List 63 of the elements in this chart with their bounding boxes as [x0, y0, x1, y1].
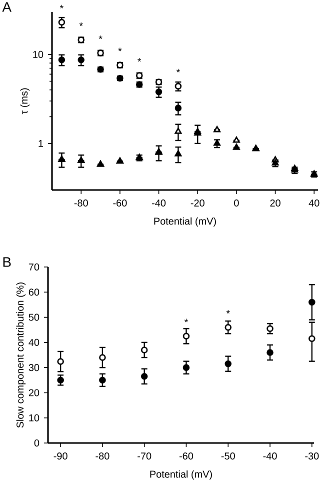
point	[57, 376, 64, 384]
x-axis-title: Potential (mV)	[154, 217, 216, 227]
point	[58, 18, 66, 26]
x-tick-label: -20	[190, 199, 204, 207]
annotation: *	[176, 68, 180, 72]
y-tick-label: 50	[28, 314, 40, 321]
y-axis-title: τ (ms)	[20, 88, 30, 114]
point	[57, 358, 64, 365]
y-tick-label: 40	[28, 338, 40, 346]
x-tick-label: -80	[74, 199, 88, 207]
point	[78, 56, 85, 64]
x-axis-title: Potential (mV)	[150, 470, 212, 480]
point	[266, 349, 274, 356]
x-tick-label: -50	[221, 452, 235, 460]
point	[308, 298, 316, 306]
point	[272, 159, 279, 166]
y-tick-label: 60	[28, 288, 40, 296]
annotation: *	[184, 318, 188, 322]
x-tick-label: -90	[54, 452, 68, 460]
y-tick-label: 20	[28, 389, 40, 396]
point	[174, 128, 182, 134]
point	[174, 150, 182, 156]
point	[140, 372, 148, 380]
point	[224, 324, 232, 331]
point	[182, 332, 190, 340]
x-tick-label: -80	[96, 452, 110, 460]
point	[214, 140, 220, 146]
point	[99, 376, 106, 384]
chart-title: A	[2, 2, 12, 12]
x-tick-label: -70	[138, 452, 152, 460]
y-tick-label: 0	[34, 439, 40, 447]
y-tick-label: 70	[28, 263, 40, 271]
point	[140, 346, 148, 354]
point	[214, 126, 220, 132]
y-tick-label: 10	[33, 50, 44, 58]
y-tick-label: 30	[28, 364, 40, 372]
x-tick-label: -30	[305, 452, 319, 460]
point	[224, 360, 232, 368]
x-tick-label: -40	[263, 452, 277, 460]
point	[232, 144, 240, 150]
point	[99, 354, 106, 361]
point	[174, 104, 182, 112]
y-axis-title: Slow component contribution (%)	[16, 282, 26, 428]
x-tick-label: 40	[308, 199, 320, 207]
annotation: *	[98, 36, 102, 40]
x-tick-label: 0	[234, 199, 239, 207]
point	[182, 364, 190, 371]
annotation: *	[226, 310, 230, 314]
chart-title: B	[3, 257, 11, 267]
y-tick-label: 1	[38, 140, 44, 147]
y-tick-label: 10	[29, 414, 40, 422]
annotation: *	[79, 22, 83, 26]
point	[58, 56, 66, 64]
point	[266, 325, 274, 332]
annotation: *	[60, 4, 64, 8]
point	[308, 335, 316, 342]
x-tick-label: -60	[113, 199, 127, 207]
annotation: *	[138, 58, 142, 62]
annotation: *	[118, 48, 122, 52]
point	[232, 136, 240, 143]
x-tick-label: -40	[152, 199, 166, 207]
x-tick-label: -60	[179, 452, 194, 460]
x-tick-label: 20	[270, 199, 280, 207]
